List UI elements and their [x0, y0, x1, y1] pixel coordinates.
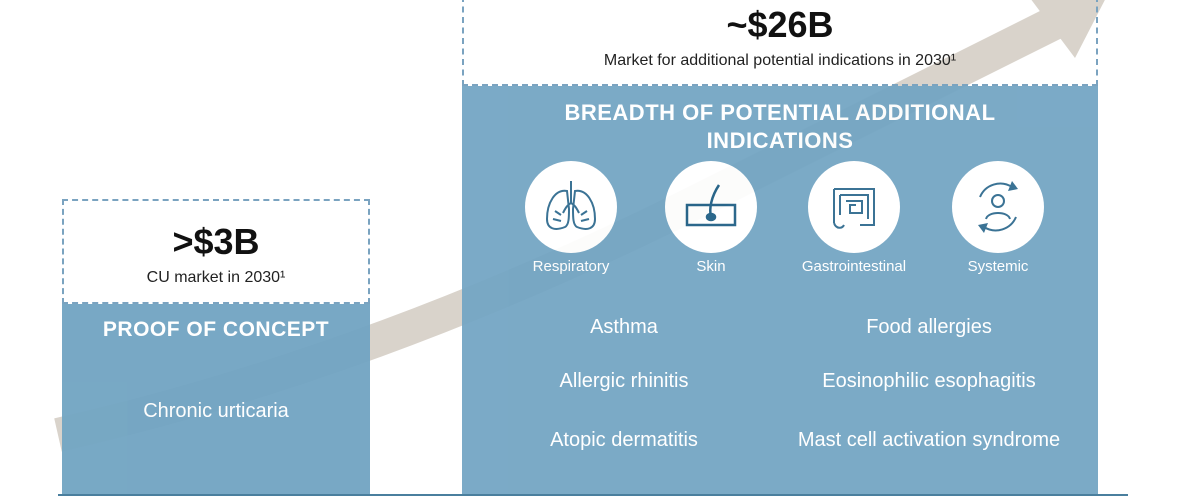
growth-arrow-head: [1031, 0, 1105, 58]
baseline-divider: [58, 494, 1128, 496]
indication-mast-cell-activation-syndrome: Mast cell activation syndrome: [797, 429, 1061, 451]
right-market-value: ~$26B: [726, 4, 834, 45]
respiratory-circle: [525, 161, 617, 253]
skin-hair-follicle-icon: [685, 184, 737, 227]
skin-circle: [665, 161, 757, 253]
intestine-icon: [833, 188, 875, 229]
gastrointestinal-circle: [808, 161, 900, 253]
left-market-value: >$3B: [172, 221, 260, 262]
left-market-caption: CU market in 2030¹: [146, 269, 286, 286]
proof-of-concept-panel: PROOF OF CONCEPT Chronic urticaria: [62, 304, 370, 496]
category-respiratory: Respiratory: [532, 258, 610, 275]
chronic-urticaria-label: Chronic urticaria: [143, 400, 289, 422]
indication-atopic-dermatitis: Atopic dermatitis: [550, 429, 698, 451]
left-market-box: >$3B CU market in 2030¹: [62, 199, 370, 304]
indication-food-allergies: Food allergies: [866, 316, 992, 338]
indication-asthma: Asthma: [590, 316, 658, 338]
lungs-icon: [545, 181, 597, 230]
person-cycle-icon: [978, 181, 1018, 233]
proof-of-concept-title: PROOF OF CONCEPT: [102, 318, 330, 341]
additional-indications-panel: BREADTH OF POTENTIAL ADDITIONAL INDICATI…: [462, 86, 1098, 496]
systemic-circle: [952, 161, 1044, 253]
additional-indications-title-line1: BREADTH OF POTENTIAL ADDITIONAL: [564, 100, 996, 125]
right-market-box: ~$26B Market for additional potential in…: [462, 0, 1098, 86]
category-skin: Skin: [696, 258, 726, 275]
category-gastrointestinal: Gastrointestinal: [801, 258, 907, 275]
indication-eosinophilic-esophagitis: Eosinophilic esophagitis: [822, 370, 1036, 392]
indication-allergic-rhinitis: Allergic rhinitis: [559, 370, 689, 392]
right-market-caption: Market for additional potential indicati…: [603, 52, 957, 69]
additional-indications-title-line2: INDICATIONS: [706, 128, 854, 153]
category-systemic: Systemic: [967, 258, 1029, 275]
